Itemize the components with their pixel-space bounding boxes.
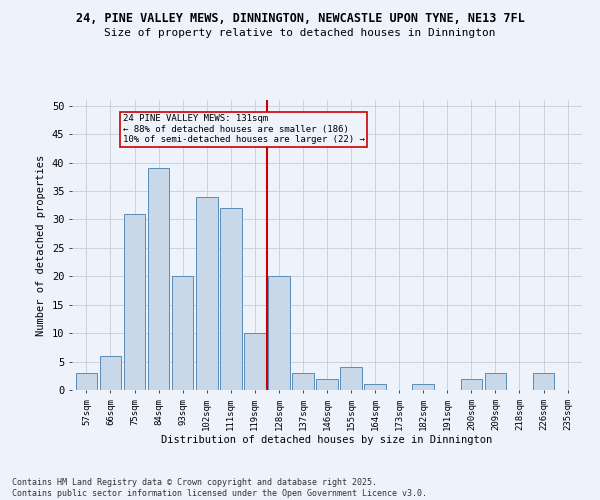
Bar [196,196,218,390]
Text: Size of property relative to detached houses in Dinnington: Size of property relative to detached ho… [104,28,496,38]
Bar [124,214,145,390]
Bar [412,384,434,390]
Bar [220,208,242,390]
Bar [316,378,338,390]
Bar [461,378,482,390]
Y-axis label: Number of detached properties: Number of detached properties [37,154,46,336]
Bar [268,276,290,390]
Text: 24 PINE VALLEY MEWS: 131sqm
← 88% of detached houses are smaller (186)
10% of se: 24 PINE VALLEY MEWS: 131sqm ← 88% of det… [122,114,364,144]
Bar [485,373,506,390]
Text: 24, PINE VALLEY MEWS, DINNINGTON, NEWCASTLE UPON TYNE, NE13 7FL: 24, PINE VALLEY MEWS, DINNINGTON, NEWCAS… [76,12,524,26]
Bar [148,168,169,390]
Bar [100,356,121,390]
X-axis label: Distribution of detached houses by size in Dinnington: Distribution of detached houses by size … [161,436,493,446]
Text: Contains HM Land Registry data © Crown copyright and database right 2025.
Contai: Contains HM Land Registry data © Crown c… [12,478,427,498]
Bar [533,373,554,390]
Bar [172,276,193,390]
Bar [244,333,266,390]
Bar [292,373,314,390]
Bar [76,373,97,390]
Bar [364,384,386,390]
Bar [340,368,362,390]
